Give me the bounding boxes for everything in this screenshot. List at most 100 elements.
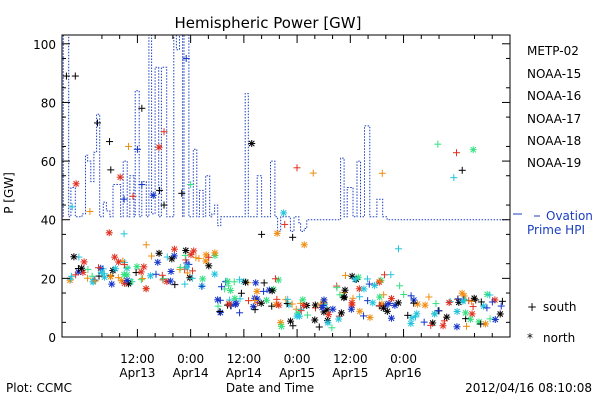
south-point — [333, 284, 341, 292]
north-point — [351, 275, 359, 283]
footer-timestamp: 2012/04/16 08:10:08 — [465, 381, 592, 395]
south-point — [148, 252, 156, 260]
north-point — [214, 296, 222, 304]
north-point — [375, 278, 383, 286]
north-point — [167, 277, 175, 285]
x-tick-date-3: Apr15 — [279, 366, 315, 380]
north-point — [296, 312, 304, 320]
south-point — [216, 308, 224, 316]
south-point — [486, 291, 494, 299]
north-point — [407, 320, 415, 328]
south-point — [498, 297, 506, 305]
south-point — [396, 282, 404, 290]
legend-series-1: NOAA-15 — [527, 67, 581, 81]
south-point — [182, 256, 190, 264]
plot-axes: 02040608010012:00Apr130:00Apr1412:00Apr1… — [33, 35, 510, 380]
south-point — [138, 274, 146, 282]
legend-series-5: NOAA-19 — [527, 156, 581, 170]
chart-title: Hemispheric Power [GW] — [175, 14, 362, 32]
y-tick-label-2: 40 — [41, 214, 56, 228]
south-point — [178, 189, 186, 197]
south-point — [297, 307, 305, 315]
north-point — [320, 296, 328, 304]
south-point — [497, 302, 505, 310]
north-point — [133, 263, 141, 271]
north-point — [299, 296, 307, 304]
south-point — [410, 299, 418, 307]
south-point — [450, 174, 458, 182]
south-point — [158, 271, 166, 279]
y-tick-label-5: 100 — [33, 38, 56, 52]
north-point — [480, 302, 488, 310]
south-point — [160, 275, 168, 283]
south-point — [92, 277, 100, 285]
satellite-scatter-points — [62, 54, 506, 332]
south-point — [425, 293, 433, 301]
south-point — [477, 298, 485, 306]
north-point — [231, 294, 239, 302]
south-point — [469, 303, 477, 311]
north-point — [154, 258, 162, 266]
south-point — [336, 291, 344, 299]
south-point — [226, 296, 234, 304]
x-tick-date-4: Apr15 — [332, 366, 368, 380]
legend-series-0: METP-02 — [527, 44, 579, 58]
south-point — [363, 275, 371, 283]
north-point — [285, 301, 293, 309]
south-point — [288, 300, 296, 308]
south-point — [260, 287, 268, 295]
north-point — [170, 245, 178, 253]
south-point — [214, 302, 222, 310]
south-point — [182, 54, 190, 62]
south-point — [188, 267, 196, 275]
south-point — [93, 119, 101, 127]
south-point — [349, 294, 357, 302]
south-point — [68, 203, 76, 211]
north-point — [224, 277, 232, 285]
north-point — [142, 285, 150, 293]
north-point — [439, 322, 447, 330]
south-point — [84, 274, 92, 282]
north-point — [453, 323, 461, 331]
south-point — [260, 279, 268, 287]
south-point — [181, 280, 189, 288]
north-point — [445, 299, 453, 307]
south-point — [281, 220, 289, 228]
south-point — [289, 233, 297, 241]
north-point — [277, 322, 285, 330]
south-point — [420, 318, 428, 326]
north-point — [275, 276, 283, 284]
north-point — [80, 258, 88, 266]
ovation-hpi-series — [62, 34, 508, 232]
south-point — [395, 245, 403, 253]
south-point — [400, 291, 408, 299]
north-point — [496, 310, 504, 318]
south-point — [94, 264, 102, 272]
south-point — [452, 149, 460, 157]
legend-north-symbol: * — [527, 331, 533, 345]
south-point — [328, 324, 336, 332]
north-point — [287, 317, 295, 325]
north-point — [356, 307, 364, 315]
north-point — [115, 258, 123, 266]
south-point — [365, 280, 373, 288]
south-point — [195, 255, 203, 263]
north-point — [248, 140, 256, 148]
south-point — [156, 186, 164, 194]
north-point — [253, 287, 261, 295]
south-point — [230, 278, 238, 286]
south-point — [88, 272, 96, 280]
north-point — [187, 251, 195, 259]
south-point — [152, 270, 160, 278]
north-point — [366, 314, 374, 322]
south-point — [434, 307, 442, 315]
south-point — [463, 322, 471, 330]
south-point — [86, 207, 94, 215]
north-point — [101, 273, 109, 281]
north-point — [300, 241, 308, 249]
north-point — [394, 299, 402, 307]
legend-series-2: NOAA-16 — [527, 89, 581, 103]
south-point — [251, 306, 259, 314]
south-point — [407, 292, 415, 300]
